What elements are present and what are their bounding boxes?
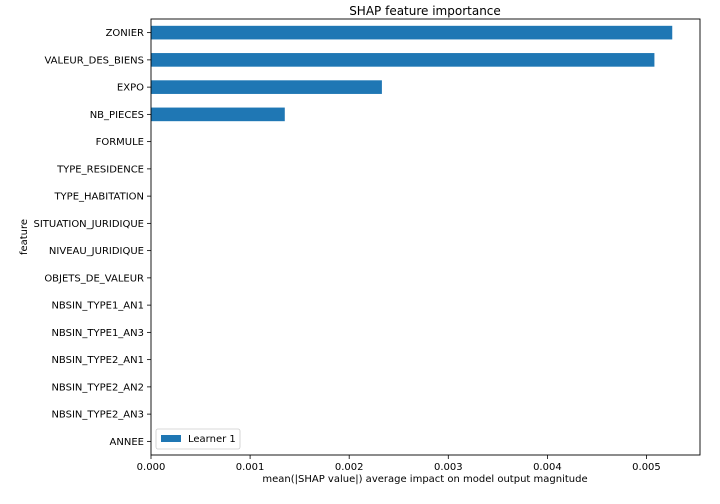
x-tick-label: 0.002 xyxy=(335,462,364,473)
chart-title: SHAP feature importance xyxy=(349,4,501,18)
bars-layer xyxy=(151,25,673,122)
bar-nb-pieces xyxy=(151,107,285,122)
y-tick-label: NBSIN_TYPE1_AN1 xyxy=(51,301,144,312)
plot-frame xyxy=(150,18,701,456)
y-tick-label: NBSIN_TYPE2_AN1 xyxy=(51,355,144,366)
x-tick-label: 0.003 xyxy=(434,462,463,473)
legend-box xyxy=(155,428,241,450)
y-axis-ticks: ZONIER VALEUR_DES_BIENS EXPO NB_PIECES FORMU… xyxy=(33,28,151,448)
x-tick-label: 0.000 xyxy=(137,462,166,473)
y-tick-label: NB_PIECES xyxy=(90,110,144,121)
y-tick-label: ANNEE xyxy=(110,437,144,448)
y-tick-label: NIVEAU_JURIDIQUE xyxy=(49,246,144,257)
bar-expo xyxy=(151,80,382,94)
legend-label: Learner 1 xyxy=(188,434,236,445)
y-axis-label: feature xyxy=(19,219,30,255)
y-tick-label: TYPE_RESIDENCE xyxy=(56,164,144,175)
y-tick-label: VALEUR_DES_BIENS xyxy=(44,55,144,66)
legend-swatch xyxy=(161,435,181,442)
x-tick-label: 0.004 xyxy=(533,462,562,473)
legend: Learner 1 xyxy=(155,428,241,450)
x-tick-label: 0.001 xyxy=(236,462,265,473)
y-tick-label: EXPO xyxy=(117,83,144,94)
bar-zonier xyxy=(151,25,673,40)
bar-valeur-des-biens xyxy=(151,53,655,67)
y-tick-label: ZONIER xyxy=(106,28,144,39)
y-tick-label: FORMULE xyxy=(96,137,144,148)
y-tick-label: SITUATION_JURIDIQUE xyxy=(33,219,144,230)
y-tick-label: NBSIN_TYPE2_AN3 xyxy=(51,410,144,421)
y-tick-label: NBSIN_TYPE1_AN3 xyxy=(51,328,144,339)
x-tick-label: 0.005 xyxy=(632,462,661,473)
y-tick-label: TYPE_HABITATION xyxy=(53,192,144,203)
y-tick-label: OBJETS_DE_VALEUR xyxy=(44,273,144,284)
y-tick-label: NBSIN_TYPE2_AN2 xyxy=(51,382,144,393)
x-axis-label: mean(|SHAP value|) average impact on mod… xyxy=(262,474,587,485)
x-axis-ticks: 0.000 0.001 0.002 0.003 0.004 0.005 xyxy=(137,455,661,473)
